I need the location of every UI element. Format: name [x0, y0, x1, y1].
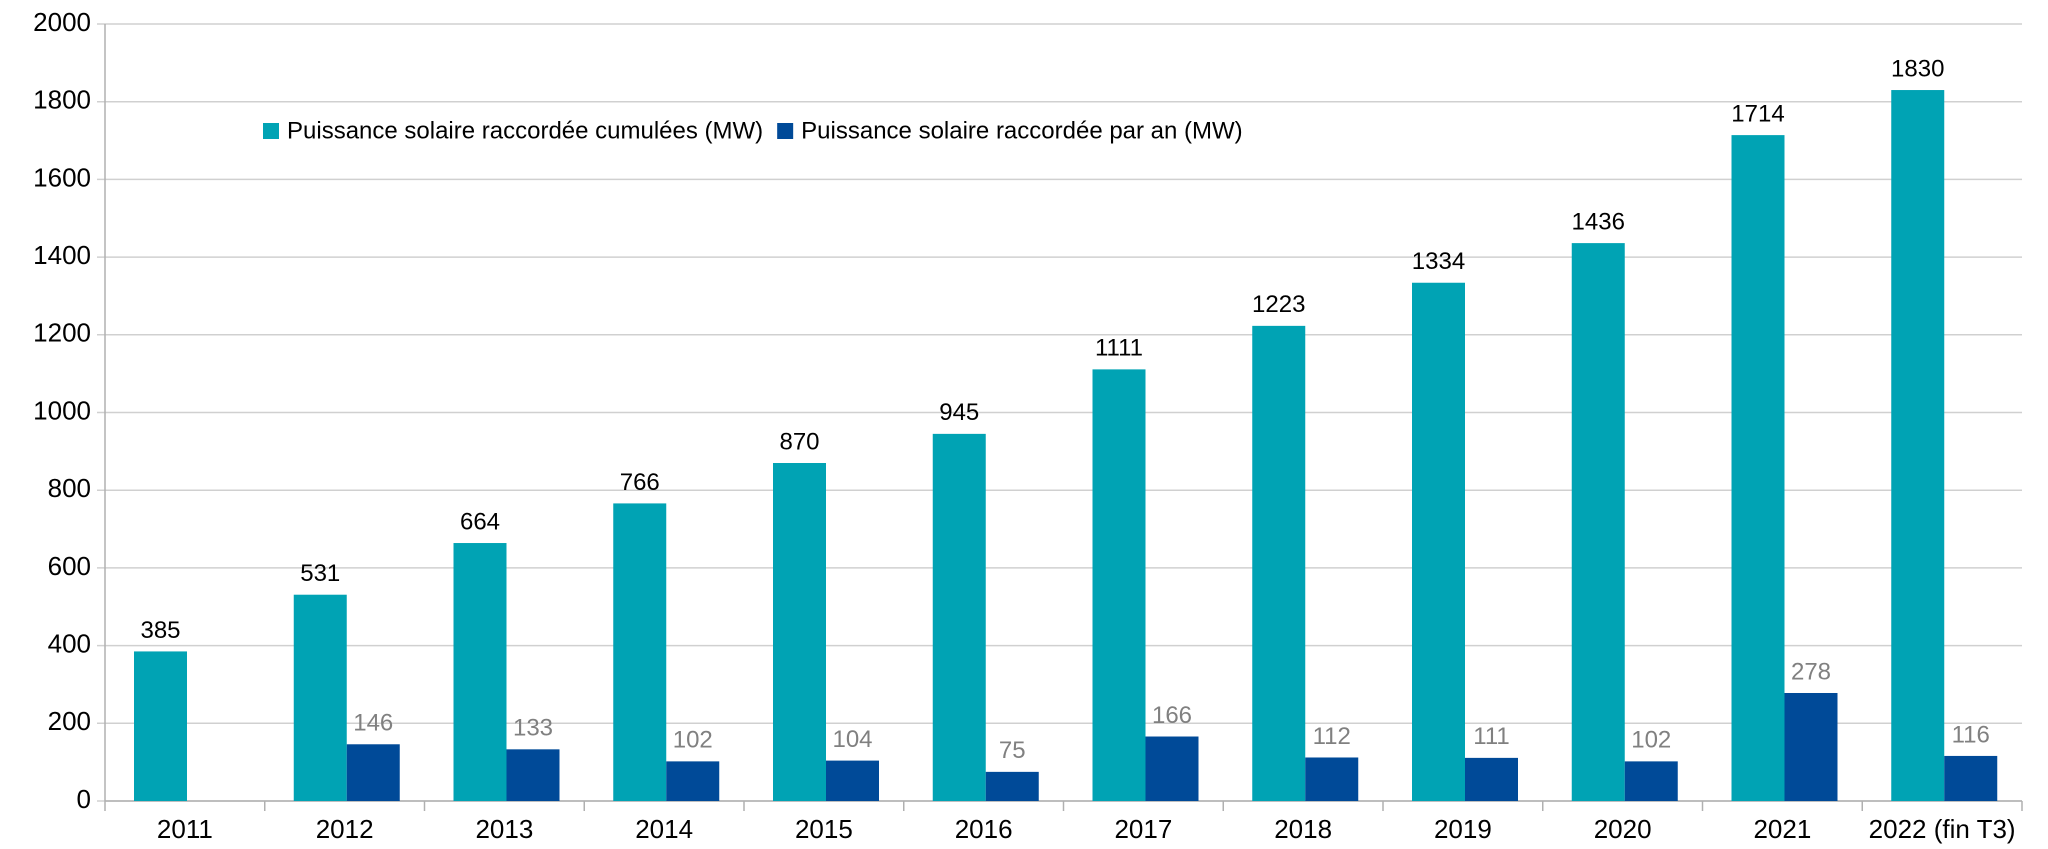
x-tick-label: 2017: [1114, 814, 1172, 844]
value-label: 111: [1473, 723, 1509, 750]
y-tick-label: 1800: [33, 85, 91, 115]
value-label: 1334: [1412, 248, 1465, 275]
legend-swatch: [777, 123, 794, 139]
bar: [506, 749, 560, 801]
value-label: 104: [832, 726, 872, 753]
value-label: 1223: [1252, 291, 1305, 318]
bar: [1571, 243, 1625, 801]
bar: [1145, 736, 1199, 801]
value-label: 112: [1313, 723, 1351, 750]
x-tick-label: 2013: [475, 814, 533, 844]
y-tick-label: 1600: [33, 162, 91, 192]
legend-label: Puissance solaire raccordée cumulées (MW…: [287, 117, 763, 144]
value-label: 1714: [1731, 100, 1784, 127]
value-label: 385: [140, 617, 180, 644]
legend-label: Puissance solaire raccordée par an (MW): [801, 117, 1243, 144]
value-label: 531: [300, 560, 340, 587]
legend-swatch: [263, 123, 279, 139]
x-tick-label: 2014: [635, 814, 693, 844]
value-label: 102: [673, 727, 713, 754]
x-tick-label: 2022 (fin T3): [1869, 814, 2016, 844]
value-label: 146: [353, 710, 393, 737]
bar: [1624, 761, 1678, 801]
bar: [773, 463, 826, 801]
value-label: 278: [1791, 658, 1831, 685]
value-label: 166: [1152, 702, 1192, 729]
y-tick-label: 1000: [33, 395, 91, 425]
bar: [1784, 692, 1838, 801]
bar: [613, 503, 667, 801]
y-tick-label: 800: [48, 473, 91, 503]
y-tick-label: 2000: [33, 7, 91, 37]
y-tick-label: 1400: [33, 240, 91, 270]
value-label: 766: [620, 469, 660, 496]
bar: [346, 744, 400, 801]
value-label: 116: [1952, 721, 1990, 748]
bar: [293, 594, 347, 801]
bar: [453, 543, 507, 801]
bar: [985, 771, 1039, 801]
x-tick-label: 2019: [1434, 814, 1492, 844]
bar: [666, 761, 720, 801]
y-tick-label: 1200: [33, 318, 91, 348]
x-tick-label: 2020: [1594, 814, 1652, 844]
value-label: 133: [513, 715, 553, 742]
value-label: 75: [999, 737, 1026, 764]
bar: [1305, 757, 1359, 801]
bar: [1412, 282, 1465, 802]
x-tick-label: 2015: [795, 814, 853, 844]
bar: [134, 651, 187, 801]
bar: [1092, 369, 1146, 801]
bar: [826, 760, 879, 801]
y-tick-label: 0: [77, 784, 91, 814]
x-tick-label: 2011: [157, 814, 213, 844]
value-label: 1830: [1891, 55, 1944, 82]
bar: [1252, 325, 1306, 801]
bar: [1891, 90, 1945, 802]
bar: [932, 433, 986, 801]
x-tick-label: 2021: [1753, 814, 1811, 844]
y-tick-label: 400: [48, 628, 91, 658]
value-label: 870: [779, 428, 819, 455]
value-label: 664: [460, 508, 500, 535]
y-tick-label: 200: [48, 706, 91, 736]
x-tick-label: 2012: [316, 814, 374, 844]
value-label: 1111: [1095, 335, 1143, 362]
value-label: 102: [1631, 727, 1671, 754]
bar: [1731, 135, 1785, 802]
x-tick-label: 2016: [955, 814, 1013, 844]
x-tick-label: 2018: [1274, 814, 1332, 844]
value-label: 945: [939, 399, 979, 426]
y-tick-label: 600: [48, 551, 91, 581]
bar: [1465, 757, 1518, 801]
bar: [1944, 755, 1998, 801]
value-label: 1436: [1572, 208, 1625, 235]
